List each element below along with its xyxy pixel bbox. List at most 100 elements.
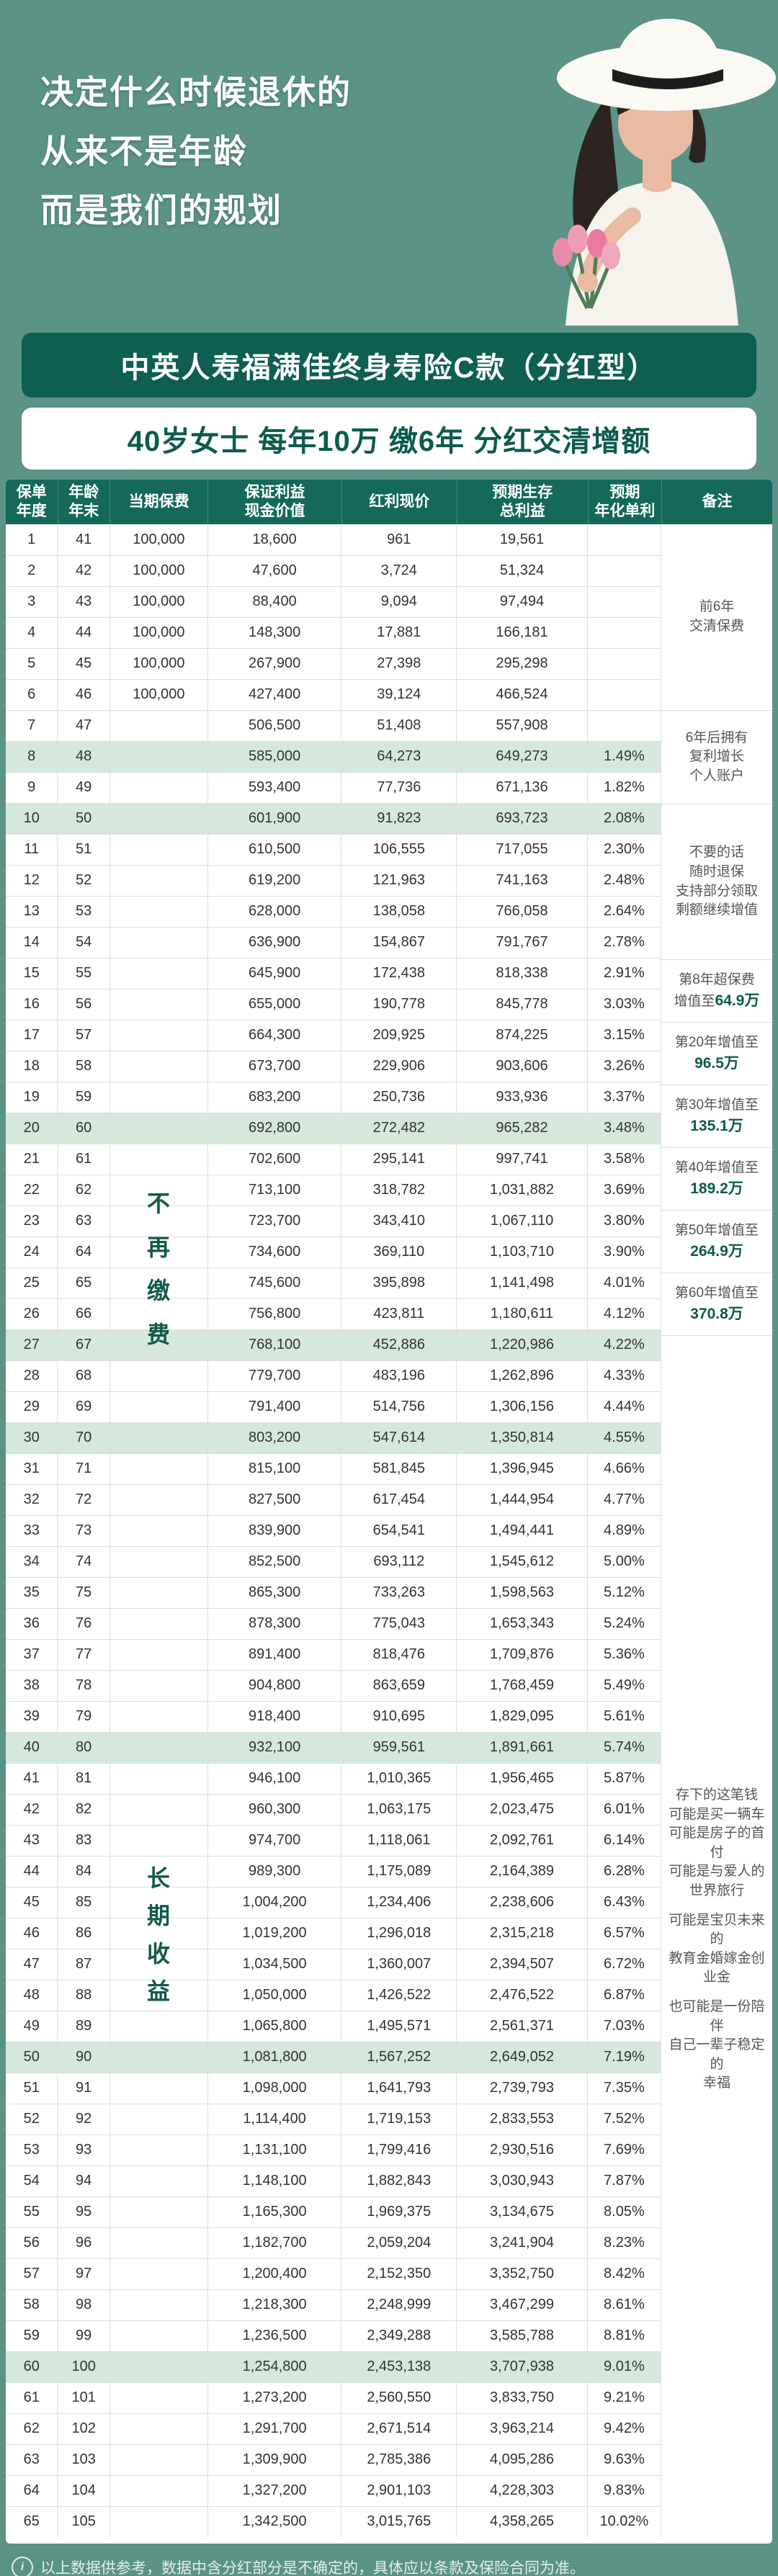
cell-year: 62 [6, 2413, 58, 2445]
cell-dividend-value: 1,969,375 [341, 2196, 457, 2228]
table-row: 9 49 593,400 77,736 671,136 1.82% [6, 772, 661, 804]
cell-premium [109, 2227, 208, 2259]
cell-age: 74 [58, 1546, 110, 1578]
table-row: 11 51 610,500 106,555 717,055 2.30% [6, 834, 661, 866]
cell-cash-value: 1,004,200 [207, 1887, 342, 1918]
cell-annual-rate: 5.36% [587, 1639, 661, 1671]
cell-total-benefit: 2,164,389 [457, 1856, 588, 1888]
cell-annual-rate: 1.82% [587, 772, 661, 804]
cell-annual-rate: 6.43% [587, 1887, 661, 1918]
cell-cash-value: 593,400 [207, 772, 342, 804]
note-block: 6年后拥有 复利增长 个人账户 [661, 711, 772, 804]
cell-premium [109, 1144, 208, 1175]
cell-cash-value: 702,600 [207, 1144, 342, 1175]
cell-total-benefit: 649,273 [457, 741, 588, 773]
cell-annual-rate: 5.61% [587, 1701, 661, 1733]
col-header-notes: 备注 [702, 493, 733, 510]
table-row: 2 42 100,000 47,600 3,724 51,324 [6, 555, 661, 587]
col-header-dividend-value: 红利现价 [342, 480, 457, 524]
cell-cash-value: 673,700 [207, 1051, 342, 1082]
cell-cash-value: 619,200 [207, 865, 342, 897]
cell-cash-value: 655,000 [207, 989, 342, 1020]
cell-cash-value: 1,327,200 [207, 2475, 342, 2507]
cell-premium [109, 1980, 208, 2011]
cell-total-benefit: 1,306,156 [457, 1391, 588, 1423]
cell-cash-value: 946,100 [207, 1763, 342, 1795]
cell-annual-rate: 8.23% [587, 2227, 661, 2259]
cell-dividend-value: 581,845 [341, 1453, 457, 1485]
cell-age: 65 [58, 1267, 110, 1299]
cell-premium [109, 2135, 208, 2166]
table-row: 30 70 803,200 547,614 1,350,814 4.55% [6, 1422, 661, 1454]
cell-total-benefit: 1,653,343 [457, 1608, 588, 1640]
table-row: 39 79 918,400 910,695 1,829,095 5.61% [6, 1701, 661, 1733]
cell-total-benefit: 965,282 [457, 1113, 588, 1144]
cell-premium [110, 2506, 208, 2537]
note-block: 第8年超保费 增值至64.9万 [661, 960, 772, 1023]
cell-dividend-value: 3,724 [341, 555, 457, 587]
cell-premium [109, 927, 208, 959]
table-row: 15 55 645,900 172,438 818,338 2.91% [6, 958, 661, 989]
cell-year: 48 [6, 1980, 58, 2011]
cell-premium [109, 2320, 208, 2352]
cell-age: 86 [58, 1918, 110, 1949]
cell-cash-value: 865,300 [207, 1577, 342, 1609]
cell-total-benefit: 1,829,095 [457, 1701, 588, 1733]
cell-age: 41 [58, 524, 110, 556]
cell-premium [109, 989, 208, 1020]
cell-year: 65 [6, 2506, 58, 2537]
cell-annual-rate [587, 555, 661, 587]
cell-year: 52 [6, 2104, 58, 2135]
cell-year: 18 [6, 1051, 58, 1082]
cell-dividend-value: 2,152,350 [341, 2258, 457, 2290]
cell-cash-value: 1,309,900 [207, 2444, 342, 2476]
table-row: 62 102 1,291,700 2,671,514 3,963,214 9.42% [6, 2413, 661, 2445]
cell-premium [109, 2042, 208, 2073]
cell-year: 6 [6, 679, 58, 711]
cell-total-benefit: 557,908 [457, 710, 588, 742]
cell-total-benefit: 1,103,710 [457, 1237, 588, 1268]
cell-premium [109, 1051, 208, 1082]
hero-slogan: 决定什么时候退休的 从来不是年龄 而是我们的规划 [40, 63, 352, 241]
table-row: 21 61 702,600 295,141 997,741 3.58% [6, 1144, 661, 1175]
cell-cash-value: 1,182,700 [207, 2227, 342, 2259]
cell-age: 91 [58, 2073, 110, 2104]
cell-age: 62 [58, 1175, 110, 1206]
table-row: 24 64 734,600 369,110 1,103,710 3.90% [6, 1237, 661, 1268]
cell-premium [109, 1360, 208, 1392]
cell-total-benefit: 693,723 [457, 803, 588, 835]
cell-age: 54 [58, 927, 110, 959]
cell-year: 59 [6, 2320, 58, 2352]
table-row: 10 50 601,900 91,823 693,723 2.08% [6, 803, 661, 835]
cell-premium [109, 1113, 208, 1144]
cell-total-benefit: 4,095,286 [457, 2444, 588, 2476]
cell-age: 52 [58, 865, 110, 897]
cell-total-benefit: 671,136 [457, 772, 588, 804]
cell-cash-value: 427,400 [207, 679, 342, 711]
cell-dividend-value: 272,482 [341, 1113, 457, 1144]
cell-premium [109, 865, 208, 897]
cell-premium [109, 1825, 208, 1857]
table-row: 32 72 827,500 617,454 1,444,954 4.77% [6, 1484, 661, 1516]
cell-cash-value: 974,700 [207, 1825, 342, 1857]
cell-dividend-value: 1,567,252 [341, 2042, 457, 2073]
cell-premium [109, 834, 208, 866]
cell-dividend-value: 1,495,571 [341, 2011, 457, 2042]
cell-age: 81 [58, 1763, 110, 1795]
cell-year: 31 [6, 1453, 58, 1485]
cell-year: 49 [6, 2011, 58, 2042]
cell-annual-rate: 2.78% [587, 927, 661, 959]
cell-cash-value: 610,500 [207, 834, 342, 866]
cell-dividend-value: 483,196 [341, 1360, 457, 1392]
cell-year: 63 [6, 2444, 58, 2476]
cell-dividend-value: 1,175,089 [341, 1856, 457, 1888]
table-row: 64 104 1,327,200 2,901,103 4,228,303 9.83% [6, 2475, 661, 2507]
cell-premium [109, 1082, 208, 1113]
cell-annual-rate: 4.77% [587, 1484, 661, 1516]
table-row: 5 45 100,000 267,900 27,398 295,298 [6, 648, 661, 680]
cell-total-benefit: 1,141,498 [457, 1267, 588, 1299]
cell-dividend-value: 2,248,999 [341, 2289, 457, 2321]
cell-age: 104 [58, 2475, 110, 2507]
cell-age: 67 [58, 1329, 110, 1361]
cell-dividend-value: 910,695 [341, 1701, 457, 1733]
